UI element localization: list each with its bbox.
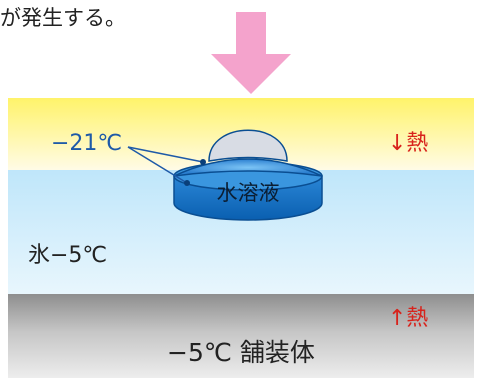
lens bbox=[173, 158, 323, 177]
temp-solution-label: −21℃ bbox=[51, 131, 122, 156]
top-text-fragment: が発生する。 bbox=[0, 6, 126, 30]
heat-up-label: ↑熱 bbox=[388, 306, 428, 331]
pointer-dot bbox=[184, 180, 190, 186]
pointer-line bbox=[127, 146, 188, 184]
ice-label: 氷−5℃ bbox=[28, 243, 107, 268]
bubble bbox=[208, 129, 288, 162]
pointer-line bbox=[127, 146, 204, 163]
pavement-layer bbox=[8, 294, 474, 378]
pavement-label: −5℃ 舗装体 bbox=[167, 338, 315, 367]
pointer-dot bbox=[200, 159, 206, 165]
heat-down-label: ↓熱 bbox=[388, 131, 428, 156]
solution-label: 水溶液 bbox=[217, 181, 280, 205]
down-arrow bbox=[211, 12, 291, 94]
